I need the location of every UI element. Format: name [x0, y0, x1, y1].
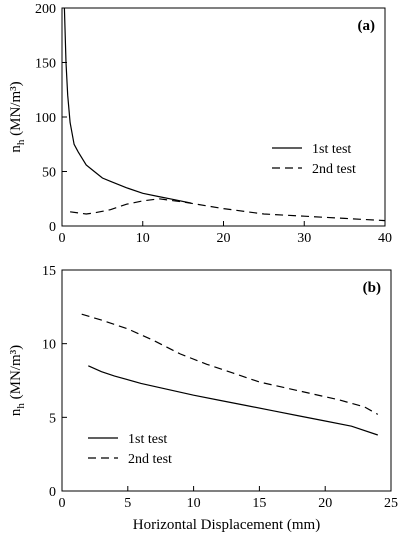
series-line-2: [81, 313, 379, 415]
x-tick-label: 0: [59, 496, 66, 511]
y-axis-label-symbol: n: [8, 145, 24, 153]
legend-label-2: 2nd test: [312, 162, 356, 177]
legend-label-1: 1st test: [312, 142, 351, 157]
x-axis-label: Horizontal Displacement (mm): [133, 517, 320, 533]
y-tick-label: 5: [49, 411, 56, 426]
y-tick-label: 50: [42, 166, 56, 181]
y-tick-label: 100: [35, 111, 56, 126]
x-tick-label: 0: [59, 231, 66, 246]
y-tick-label: 200: [35, 2, 56, 17]
x-tick-label: 25: [384, 496, 398, 511]
panel-label: (a): [358, 18, 376, 34]
series-line-2: [70, 198, 386, 222]
x-tick-label: 20: [217, 231, 231, 246]
legend-label-1: 1st test: [128, 432, 167, 447]
x-tick-label: 30: [297, 231, 311, 246]
y-axis-label-symbol: n: [8, 408, 24, 416]
y-axis-label: nh (MN/m³): [8, 345, 27, 416]
y-axis-label-subscript: h: [15, 139, 27, 145]
series-line-1: [63, 7, 192, 204]
panel-label: (b): [363, 280, 381, 296]
y-axis-label-subscript: h: [15, 403, 27, 409]
panel-a: 0 10 20 30 40 0 50 100 150 200 nh (MN/m³) (a) 1st te…: [8, 2, 392, 246]
x-tick-label: 40: [378, 231, 392, 246]
x-tick-label: 15: [252, 496, 266, 511]
x-tick-label: 5: [124, 496, 131, 511]
x-tick-label: 10: [136, 231, 150, 246]
y-tick-label: 150: [35, 57, 56, 72]
legend-label-2: 2nd test: [128, 452, 172, 467]
plot-frame: [61, 7, 386, 227]
y-tick-label: 10: [42, 338, 56, 353]
plot-frame: [61, 269, 392, 492]
y-tick-label: 15: [42, 264, 56, 279]
x-tick-label: 20: [318, 496, 332, 511]
y-axis-label: nh (MN/m³): [8, 81, 27, 152]
y-axis-label-unit: (MN/m³): [8, 345, 24, 403]
y-axis-label-unit: (MN/m³): [8, 81, 24, 139]
y-tick-label: 0: [49, 485, 56, 500]
series-line-1: [88, 365, 378, 436]
x-tick-label: 10: [187, 496, 201, 511]
y-tick-label: 0: [49, 220, 56, 235]
panel-b: 0 5 10 15 20 25 0 5 10 15 nh (MN/m³) Horizontal Dis…: [8, 264, 398, 533]
